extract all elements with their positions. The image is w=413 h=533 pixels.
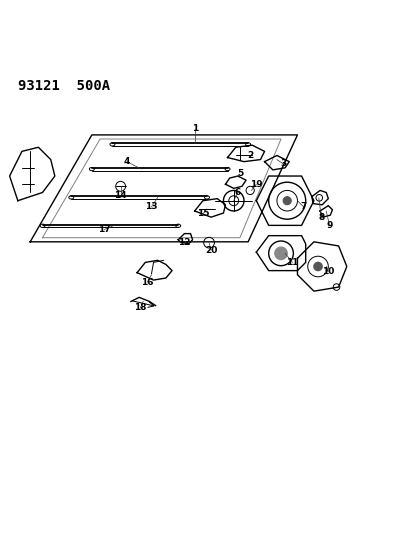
Text: 18: 18: [134, 303, 146, 312]
Text: 10: 10: [321, 267, 334, 276]
Text: 93121  500A: 93121 500A: [18, 79, 110, 93]
Text: 11: 11: [286, 258, 298, 267]
Text: 5: 5: [236, 169, 242, 179]
Text: 2: 2: [247, 151, 253, 160]
Text: 9: 9: [325, 221, 332, 230]
Text: 7: 7: [300, 203, 306, 212]
Circle shape: [274, 247, 287, 260]
Text: 8: 8: [318, 214, 324, 222]
Text: 19: 19: [249, 180, 262, 189]
Text: 14: 14: [114, 191, 127, 200]
Text: 1: 1: [191, 124, 197, 133]
Text: 20: 20: [204, 246, 217, 255]
Circle shape: [313, 262, 321, 271]
Text: 16: 16: [141, 278, 153, 287]
Circle shape: [282, 197, 291, 205]
Text: 17: 17: [97, 225, 110, 234]
Text: 13: 13: [145, 203, 157, 212]
Text: 4: 4: [123, 157, 130, 166]
Text: 6: 6: [234, 188, 240, 197]
Text: 15: 15: [196, 209, 209, 219]
Text: 3: 3: [279, 159, 285, 168]
Text: 12: 12: [178, 238, 190, 247]
